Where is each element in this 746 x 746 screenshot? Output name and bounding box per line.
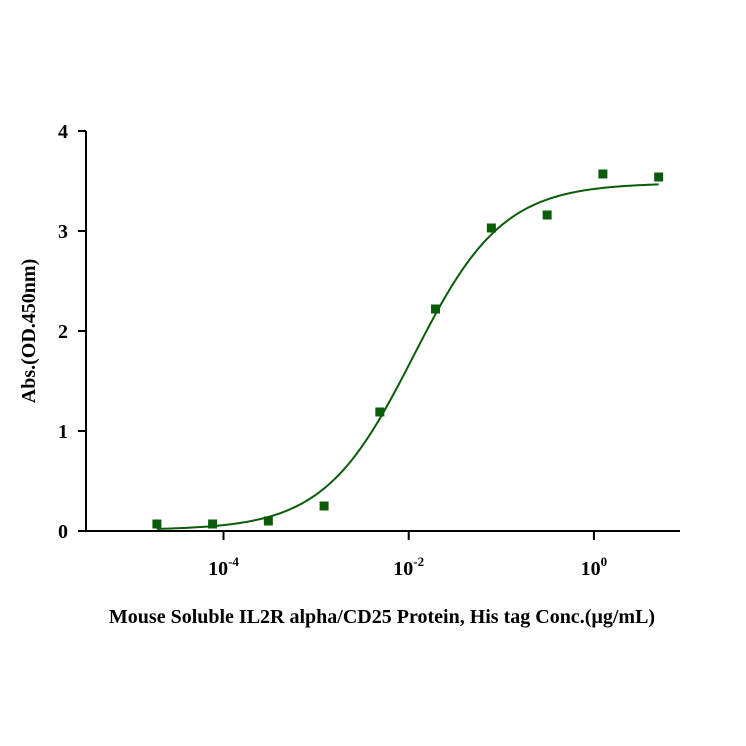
x-tick-exponent: 0 bbox=[601, 554, 608, 569]
x-tick-label: 100 bbox=[581, 554, 608, 580]
x-tick-base: 10 bbox=[581, 558, 601, 580]
data-point bbox=[263, 516, 273, 526]
y-axis-title: Abs.(OD.450nm) bbox=[18, 259, 40, 403]
y-ticks: 0 1 2 3 4 bbox=[58, 121, 86, 543]
x-tick-label: 10-2 bbox=[393, 554, 424, 580]
y-tick-label: 2 bbox=[58, 321, 68, 343]
data-point bbox=[152, 519, 162, 529]
axes bbox=[85, 131, 680, 532]
x-tick-base: 10 bbox=[208, 558, 228, 580]
y-tick-label: 1 bbox=[58, 421, 68, 443]
data-point bbox=[319, 501, 329, 511]
x-ticks: 10-4 10-2 100 bbox=[208, 531, 607, 580]
fit-curve bbox=[156, 183, 659, 530]
data-points bbox=[152, 169, 664, 529]
data-point bbox=[208, 519, 218, 529]
data-point bbox=[375, 407, 385, 417]
y-tick-label: 0 bbox=[58, 521, 68, 543]
y-tick-label: 4 bbox=[58, 121, 68, 143]
x-axis-title: Mouse Soluble IL2R alpha/CD25 Protein, H… bbox=[109, 606, 655, 628]
x-tick-label: 10-4 bbox=[208, 554, 239, 580]
x-tick-base: 10 bbox=[393, 558, 413, 580]
data-point bbox=[598, 169, 608, 179]
data-point bbox=[654, 172, 664, 182]
x-tick-exponent: -2 bbox=[413, 554, 424, 569]
y-tick-label: 3 bbox=[58, 221, 68, 243]
data-point bbox=[486, 223, 496, 233]
x-tick-exponent: -4 bbox=[228, 554, 239, 569]
data-point bbox=[542, 210, 552, 220]
data-point bbox=[431, 304, 441, 314]
